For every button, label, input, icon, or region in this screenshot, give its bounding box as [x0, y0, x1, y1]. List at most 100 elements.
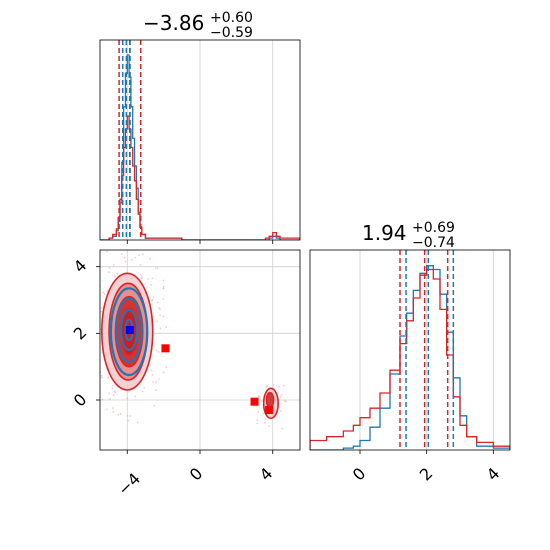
sample-point — [159, 314, 162, 317]
title-param2-plus: +0.69 — [412, 220, 455, 236]
sample-point — [139, 263, 142, 266]
sample-point — [108, 392, 111, 395]
sample-point — [136, 421, 139, 424]
title-param1-plus: +0.60 — [210, 10, 253, 26]
sample-point — [129, 415, 132, 417]
sample-point — [97, 318, 99, 320]
sample-point — [95, 307, 97, 309]
sample-point — [87, 358, 89, 360]
sample-point — [89, 352, 91, 354]
sample-point — [140, 275, 143, 278]
sample-point — [142, 253, 144, 256]
sample-point — [158, 308, 161, 311]
sample-point — [127, 419, 130, 422]
sample-point — [97, 291, 99, 293]
sample-point — [257, 410, 260, 413]
sample-point — [282, 384, 285, 387]
sample-point — [97, 330, 99, 332]
sample-point — [106, 408, 108, 411]
marker-blue-square — [125, 326, 134, 334]
sample-point — [96, 360, 98, 362]
sample-point — [162, 315, 165, 318]
sample-point — [88, 354, 90, 356]
sample-point — [102, 291, 105, 294]
sample-point — [264, 421, 266, 424]
sample-point — [156, 267, 159, 269]
sample-point — [92, 326, 94, 328]
joint-series — [87, 244, 287, 430]
sample-point — [278, 385, 281, 388]
joint-y-tick-label: 2 — [70, 323, 91, 344]
sample-point — [111, 385, 114, 387]
sample-point — [95, 303, 97, 305]
sample-point — [112, 264, 115, 266]
sample-point — [281, 427, 284, 430]
sample-point — [87, 311, 89, 313]
sample-point — [93, 309, 95, 311]
sample-point — [154, 267, 157, 270]
sample-point — [89, 306, 91, 308]
sample-point — [285, 400, 287, 403]
sample-point — [279, 396, 282, 398]
sample-point — [147, 278, 149, 280]
sample-point — [151, 374, 154, 376]
sample-point — [117, 413, 120, 416]
sample-point — [105, 250, 108, 253]
sample-point — [109, 398, 112, 401]
sample-point — [111, 407, 114, 410]
sample-point — [264, 418, 267, 421]
sample-point — [162, 287, 165, 290]
sample-point — [100, 374, 103, 377]
param2-x-tick-label: 2 — [416, 464, 437, 485]
sample-point — [134, 395, 137, 398]
sample-point — [101, 398, 104, 401]
sample-point — [91, 304, 93, 306]
panel-joint-2d — [87, 244, 301, 454]
sample-point — [111, 387, 114, 390]
joint-y-tick-label: 0 — [70, 390, 91, 411]
sample-point — [141, 390, 144, 393]
sample-point — [147, 247, 149, 249]
axes-frame — [99, 249, 301, 451]
sample-point — [150, 369, 153, 372]
joint-y-tick-label: 4 — [70, 256, 91, 277]
sample-point — [151, 298, 154, 301]
title-param1-median: −3.86 — [143, 11, 204, 35]
param2-x-tick-label: 4 — [483, 464, 504, 485]
sample-point — [272, 384, 275, 386]
panel-param1-histogram — [99, 39, 301, 244]
param1-hist-series — [100, 40, 300, 240]
hist-red-series — [310, 268, 510, 450]
sample-point — [165, 326, 168, 328]
sample-point — [279, 409, 282, 412]
sample-point — [152, 296, 155, 298]
sample-point — [106, 290, 108, 293]
sample-point — [162, 279, 165, 282]
sample-point — [162, 285, 165, 288]
sample-point — [113, 275, 116, 278]
sample-point — [158, 306, 160, 309]
sample-point — [131, 244, 133, 246]
sample-point — [94, 320, 96, 322]
title-param2-minus: −0.74 — [412, 235, 455, 251]
sample-point — [162, 298, 165, 301]
sample-point — [152, 380, 155, 383]
panel-param2-histogram — [309, 249, 511, 454]
sample-point — [158, 378, 160, 380]
sample-point — [114, 391, 117, 394]
contour-blue — [109, 287, 149, 377]
sample-point — [107, 376, 109, 379]
hist-blue-series — [310, 265, 510, 450]
sample-point — [96, 301, 98, 303]
sample-point — [90, 329, 92, 331]
sample-point — [266, 386, 268, 388]
sample-point — [108, 271, 110, 273]
sample-point — [108, 267, 111, 270]
sample-point — [256, 422, 259, 425]
sample-point — [150, 283, 152, 286]
axes-frame — [99, 39, 301, 241]
joint-x-tick-label: 4 — [256, 464, 277, 485]
sample-point — [120, 253, 123, 255]
sample-point — [141, 277, 143, 279]
sample-point — [103, 293, 106, 295]
